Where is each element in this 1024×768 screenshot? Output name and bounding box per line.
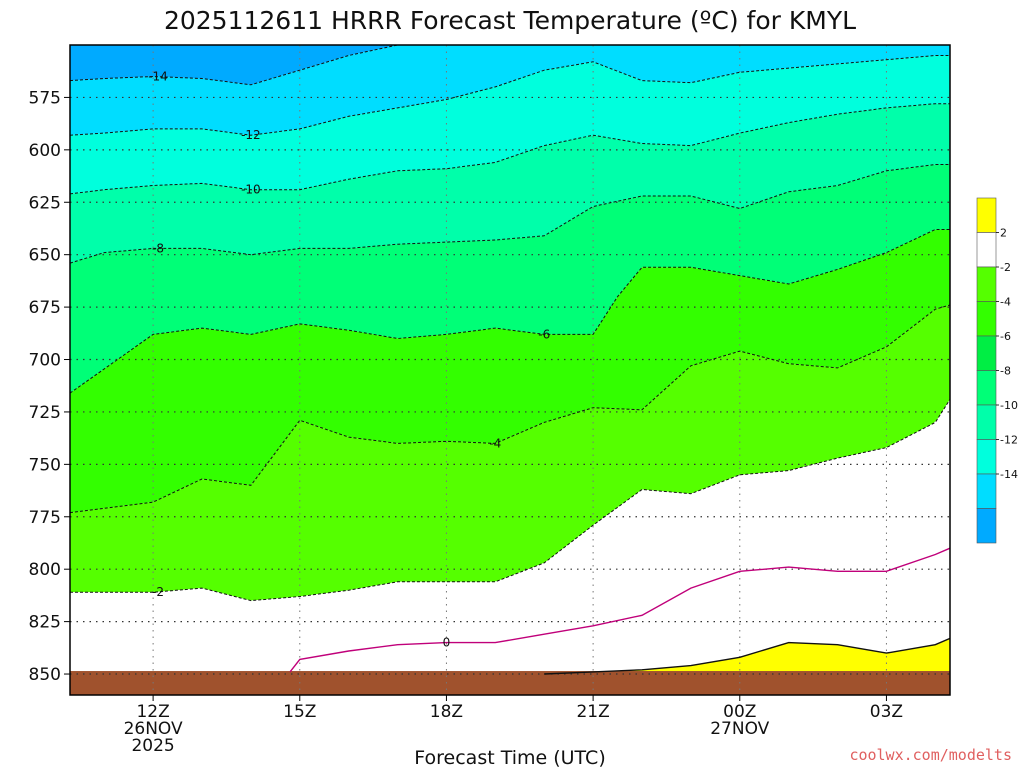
temperature-band bbox=[70, 45, 950, 136]
y-tick-label: 850 bbox=[29, 665, 61, 685]
colorbar-swatch bbox=[976, 508, 997, 544]
contour-line bbox=[70, 399, 950, 602]
y-tick-label: 725 bbox=[29, 403, 61, 423]
colorbar-swatch bbox=[976, 232, 997, 268]
grid-lines bbox=[70, 45, 950, 695]
temperature-band bbox=[288, 548, 950, 695]
contour-line bbox=[70, 103, 950, 195]
colorbar-swatch bbox=[976, 335, 997, 371]
contour-line bbox=[70, 229, 950, 394]
colorbar-tick-label: -2 bbox=[1000, 261, 1011, 274]
ground-strip bbox=[70, 671, 950, 695]
temperature-band bbox=[70, 103, 950, 264]
plot-area bbox=[70, 45, 950, 695]
colorbar-tick-label: -8 bbox=[1000, 365, 1011, 378]
contour-label: -4 bbox=[489, 436, 501, 450]
contour-line bbox=[70, 55, 950, 136]
colorbar-swatch bbox=[976, 370, 997, 406]
x-tick-label: 03Z bbox=[870, 702, 903, 722]
colorbar-swatch bbox=[976, 266, 997, 302]
y-tick-label: 775 bbox=[29, 508, 61, 528]
y-tick-label: 825 bbox=[29, 613, 61, 633]
colorbar-swatch bbox=[976, 439, 997, 475]
x-tick-label: 2025 bbox=[131, 736, 174, 756]
contour-line bbox=[70, 304, 950, 514]
colorbar-swatch bbox=[976, 301, 997, 337]
chart-title: 2025112611 HRRR Forecast Temperature (ºC… bbox=[164, 6, 856, 35]
contour-label: -6 bbox=[538, 327, 550, 341]
x-tick-label: 21Z bbox=[576, 702, 609, 722]
colorbar-tick-label: -4 bbox=[1000, 296, 1011, 309]
plot-frame bbox=[69, 44, 951, 696]
colorbar-tick-label: -14 bbox=[1000, 468, 1018, 481]
colorbar: 2 -2 -4 -6 -8 -10 -12 -14 bbox=[976, 197, 1018, 544]
y-tick-label: 675 bbox=[29, 298, 61, 318]
colorbar-tick-label: 2 bbox=[1000, 227, 1007, 240]
contour-labels: -14 -12 -10 -8 -6 -4 -2 0 bbox=[148, 70, 550, 650]
temperature-band bbox=[70, 229, 950, 513]
colorbar-swatch bbox=[976, 473, 997, 509]
colorbar-tick-label: -10 bbox=[1000, 399, 1018, 412]
contour-line bbox=[544, 637, 950, 675]
y-axis-ticks: 575 600 625 650 675 700 725 750 775 800 825 850 bbox=[29, 88, 70, 685]
colorbar-swatch bbox=[976, 197, 997, 233]
temperature-band bbox=[70, 399, 950, 695]
credit-text: coolwx.com/modelts bbox=[849, 746, 1012, 764]
temperature-band bbox=[70, 55, 950, 194]
y-tick-label: 575 bbox=[29, 88, 61, 108]
contour-label: -14 bbox=[148, 70, 168, 84]
x-tick-label: 18Z bbox=[430, 702, 463, 722]
colorbar-tick-label: -12 bbox=[1000, 434, 1018, 447]
contour-label: -2 bbox=[152, 585, 164, 599]
y-tick-label: 750 bbox=[29, 455, 61, 475]
x-tick-label: 00Z bbox=[723, 702, 756, 722]
temperature-band bbox=[70, 164, 950, 394]
y-tick-label: 600 bbox=[29, 141, 61, 161]
contour-line bbox=[289, 547, 950, 673]
contour-label: -10 bbox=[241, 183, 261, 197]
x-tick-label: 26NOV bbox=[124, 719, 183, 739]
contour-line bbox=[70, 164, 950, 264]
x-tick-label: 12Z bbox=[136, 702, 169, 722]
x-tick-label: 27NOV bbox=[710, 719, 769, 739]
x-tick-label: 15Z bbox=[283, 702, 316, 722]
y-tick-label: 625 bbox=[29, 193, 61, 213]
contour-lines bbox=[70, 45, 950, 675]
x-axis-title: Forecast Time (UTC) bbox=[414, 747, 605, 768]
contour-label: -12 bbox=[241, 128, 261, 142]
colorbar-tick-label: -6 bbox=[1000, 330, 1011, 343]
contour-label: -8 bbox=[152, 241, 164, 255]
temperature-band bbox=[70, 305, 950, 601]
y-tick-label: 700 bbox=[29, 351, 61, 371]
y-tick-label: 800 bbox=[29, 560, 61, 580]
temperature-band bbox=[70, 45, 950, 85]
colorbar-swatch bbox=[976, 404, 997, 440]
y-tick-label: 650 bbox=[29, 246, 61, 266]
contour-line bbox=[70, 45, 398, 86]
contour-label: 0 bbox=[443, 636, 451, 650]
